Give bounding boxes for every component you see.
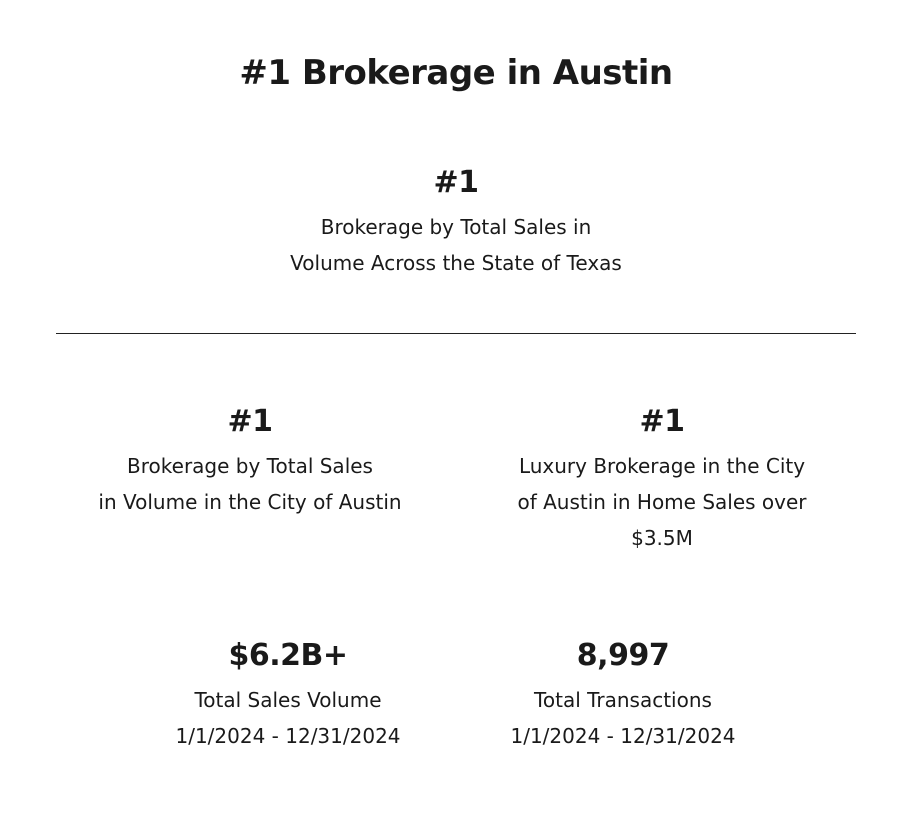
stat-value: 8,997 [576, 638, 670, 673]
stat-sales-volume: $6.2B+ Total Sales Volume 1/1/2024 - 12/… [138, 636, 438, 754]
stat-description-line: Brokerage by Total Sales [127, 454, 373, 478]
stat-description: Total Transactions 1/1/2024 - 12/31/2024 [473, 682, 773, 754]
stat-description: Total Sales Volume 1/1/2024 - 12/31/2024 [138, 682, 438, 754]
stat-city-ranking: #1 Brokerage by Total Sales in Volume in… [50, 402, 450, 520]
stat-value: #1 [433, 165, 479, 200]
stat-date-range: 1/1/2024 - 12/31/2024 [175, 724, 401, 748]
stat-description-line: Luxury Brokerage in the City [518, 454, 806, 478]
stat-date-range: 1/1/2024 - 12/31/2024 [510, 724, 736, 748]
page-title: #1 Brokerage in Austin [239, 53, 673, 93]
stat-description: Brokerage by Total Sales in Volume in th… [50, 448, 450, 520]
stat-description-line: Total Transactions [534, 688, 712, 712]
section-divider [56, 333, 856, 334]
stat-description-line: Volume Across the State of Texas [290, 251, 622, 275]
stat-description-line: $3.5M [631, 526, 693, 550]
stat-value: $6.2B+ [228, 638, 348, 673]
stat-description: Brokerage by Total Sales in Volume Acros… [206, 209, 706, 281]
stat-description-line: Brokerage by Total Sales in [320, 215, 592, 239]
stat-transactions: 8,997 Total Transactions 1/1/2024 - 12/3… [473, 636, 773, 754]
stat-state-ranking: #1 Brokerage by Total Sales in Volume Ac… [206, 163, 706, 281]
stat-description-line: Total Sales Volume [194, 688, 382, 712]
stat-description-line: in Volume in the City of Austin [98, 490, 402, 514]
stat-luxury-ranking: #1 Luxury Brokerage in the City of Austi… [462, 402, 862, 556]
stat-description-line: of Austin in Home Sales over [517, 490, 807, 514]
stat-value: #1 [227, 404, 273, 439]
stat-description: Luxury Brokerage in the City of Austin i… [462, 448, 862, 556]
stat-value: #1 [639, 404, 685, 439]
